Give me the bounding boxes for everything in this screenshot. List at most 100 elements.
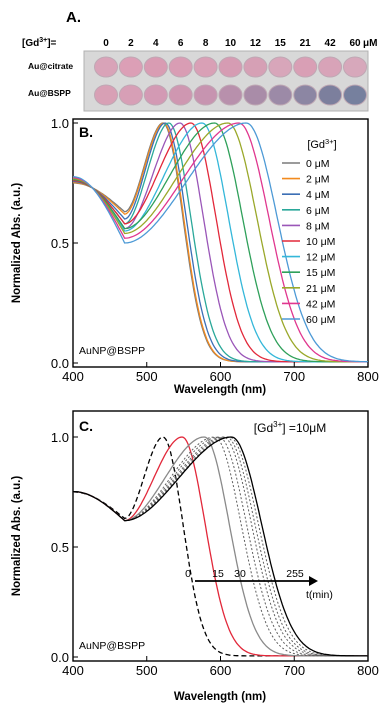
panel-c-x-tick-label: 400 [62,663,84,678]
panel-b-ylabel: Normalized Abs. (a.u.) [11,183,23,304]
panel-b-x-tick-label: 500 [136,369,158,384]
panel-b-series-line [73,122,368,363]
time-tick-label: 15 [212,568,224,580]
concentration-label: 15 [275,38,287,49]
panel-b-y-ticks: 0.0 0.5 1.0 [51,116,78,371]
time-tick-label: 255 [286,568,304,580]
legend-entry: 10 μM [306,236,335,248]
panel-b: B. 400 500 600 700 800 0.0 0.5 1.0 AuNP@BSPP W… [11,116,379,396]
wells [94,56,367,106]
time-tick-label: 30 [234,568,246,580]
concentration-label: 42 [325,38,337,49]
panel-b-x-tick-label: 400 [62,369,84,384]
panel-c-label: C. [79,418,93,434]
well [268,84,293,106]
legend-entry: 8 μM [306,220,330,232]
panel-c-condition: [Gd3+] =10μM [254,420,326,435]
panel-a: A. [Gd3+]= 0 2 4 6 8 10 12 15 21 42 60 μM Au@citra… [22,9,377,112]
legend-entry: 42 μM [306,298,335,310]
panel-c-xlabel: Wavelength (nm) [174,691,266,703]
legend-entry: 0 μM [306,158,330,170]
legend-entry: 2 μM [306,174,330,186]
panel-b-series-line [73,122,368,363]
time-arrow-head [309,576,318,586]
panel-b-legend: 0 μM 2 μM 4 μM 6 μM 8 μM 10 μM 12 μM 15 μM 21 μM… [282,158,335,326]
panel-c-annotation: AuNP@BSPP [79,640,145,652]
panel-b-y-tick-label: 1.0 [51,116,69,131]
time-tick-label: 0 [185,568,191,580]
legend-entry: 21 μM [306,283,335,295]
well [143,84,168,106]
well [318,56,343,78]
panel-b-xlabel: Wavelength (nm) [174,384,266,396]
well [268,56,293,78]
well [143,56,168,78]
legend-entry: 6 μM [306,205,330,217]
concentration-label: 8 [203,38,209,49]
well [318,84,343,106]
panel-b-series-line [72,122,368,363]
panel-b-x-tick-label: 700 [283,369,305,384]
panel-c-y-tick-label: 0.0 [51,650,69,665]
panel-c-y-tick-label: 1.0 [51,430,69,445]
time-tick-labels: 0 15 30 255 [185,568,304,580]
concentration-label: 2 [128,38,134,49]
concentration-label: 4 [153,38,159,49]
panel-c-series-line [73,436,368,657]
panel-b-x-tick-label: 800 [357,369,379,384]
well [243,84,268,106]
well [193,56,218,78]
concentration-label: 0 [103,38,109,49]
concentration-labels: 0 2 4 6 8 10 12 15 21 42 60 [103,38,361,49]
panel-b-y-tick-label: 0.5 [51,236,69,251]
panel-b-label: B. [79,124,93,140]
panel-a-label: A. [66,9,81,26]
panel-b-annotation: AuNP@BSPP [79,345,145,357]
panel-c-x-ticks: 400 500 600 700 800 [62,656,379,678]
legend-entry: 15 μM [306,267,335,279]
panel-c-plot-frame [72,410,369,662]
panel-c-series-line [73,436,368,657]
panel-b-x-ticks: 400 500 600 700 800 [62,362,379,384]
legend-entry: 12 μM [306,252,335,264]
well [193,84,218,106]
panel-c-y-tick-label: 0.5 [51,540,69,555]
panel-c-x-tick-label: 600 [210,663,232,678]
concentration-label: 12 [250,38,262,49]
concentration-label: 21 [300,38,312,49]
panel-c-x-tick-label: 500 [136,663,158,678]
concentration-label: 60 [349,38,361,49]
well [218,56,243,78]
row-label-au-citrate: Au@citrate [28,61,73,71]
panel-b-x-tick-label: 600 [210,369,232,384]
panel-c-series-line [73,436,368,657]
well [293,56,318,78]
panel-c-series-line [73,436,368,657]
panel-c-series-line [73,436,368,657]
well [218,84,243,106]
panel-c-x-tick-label: 700 [283,663,305,678]
concentration-label: 10 [225,38,237,49]
well [168,84,193,106]
row-label-au-bspp: Au@BSPP [28,88,71,98]
panel-c-series-line [73,436,368,657]
well [168,56,193,78]
legend-entry: 4 μM [306,189,330,201]
panel-c-series-line [73,436,368,657]
well [343,84,367,106]
panel-c-series-line [73,436,368,657]
panel-c-x-tick-label: 800 [357,663,379,678]
time-arrow: 0 15 30 255 t(min) [185,568,333,601]
well [118,84,143,106]
panel-b-y-tick-label: 0.0 [51,356,69,371]
panel-c-ylabel: Normalized Abs. (a.u.) [11,476,23,597]
panel-c: C. 400 500 600 700 800 0.0 0.5 1.0 [Gd3+] =10μ… [11,410,379,703]
panel-c-y-ticks: 0.0 0.5 1.0 [51,430,78,665]
panel-b-curves [72,122,368,363]
well [94,84,118,106]
panel-b-series-line [72,122,368,363]
legend-entry: 60 μM [306,314,335,326]
time-axis-label: t(min) [306,589,333,601]
panel-c-curves [73,436,368,657]
